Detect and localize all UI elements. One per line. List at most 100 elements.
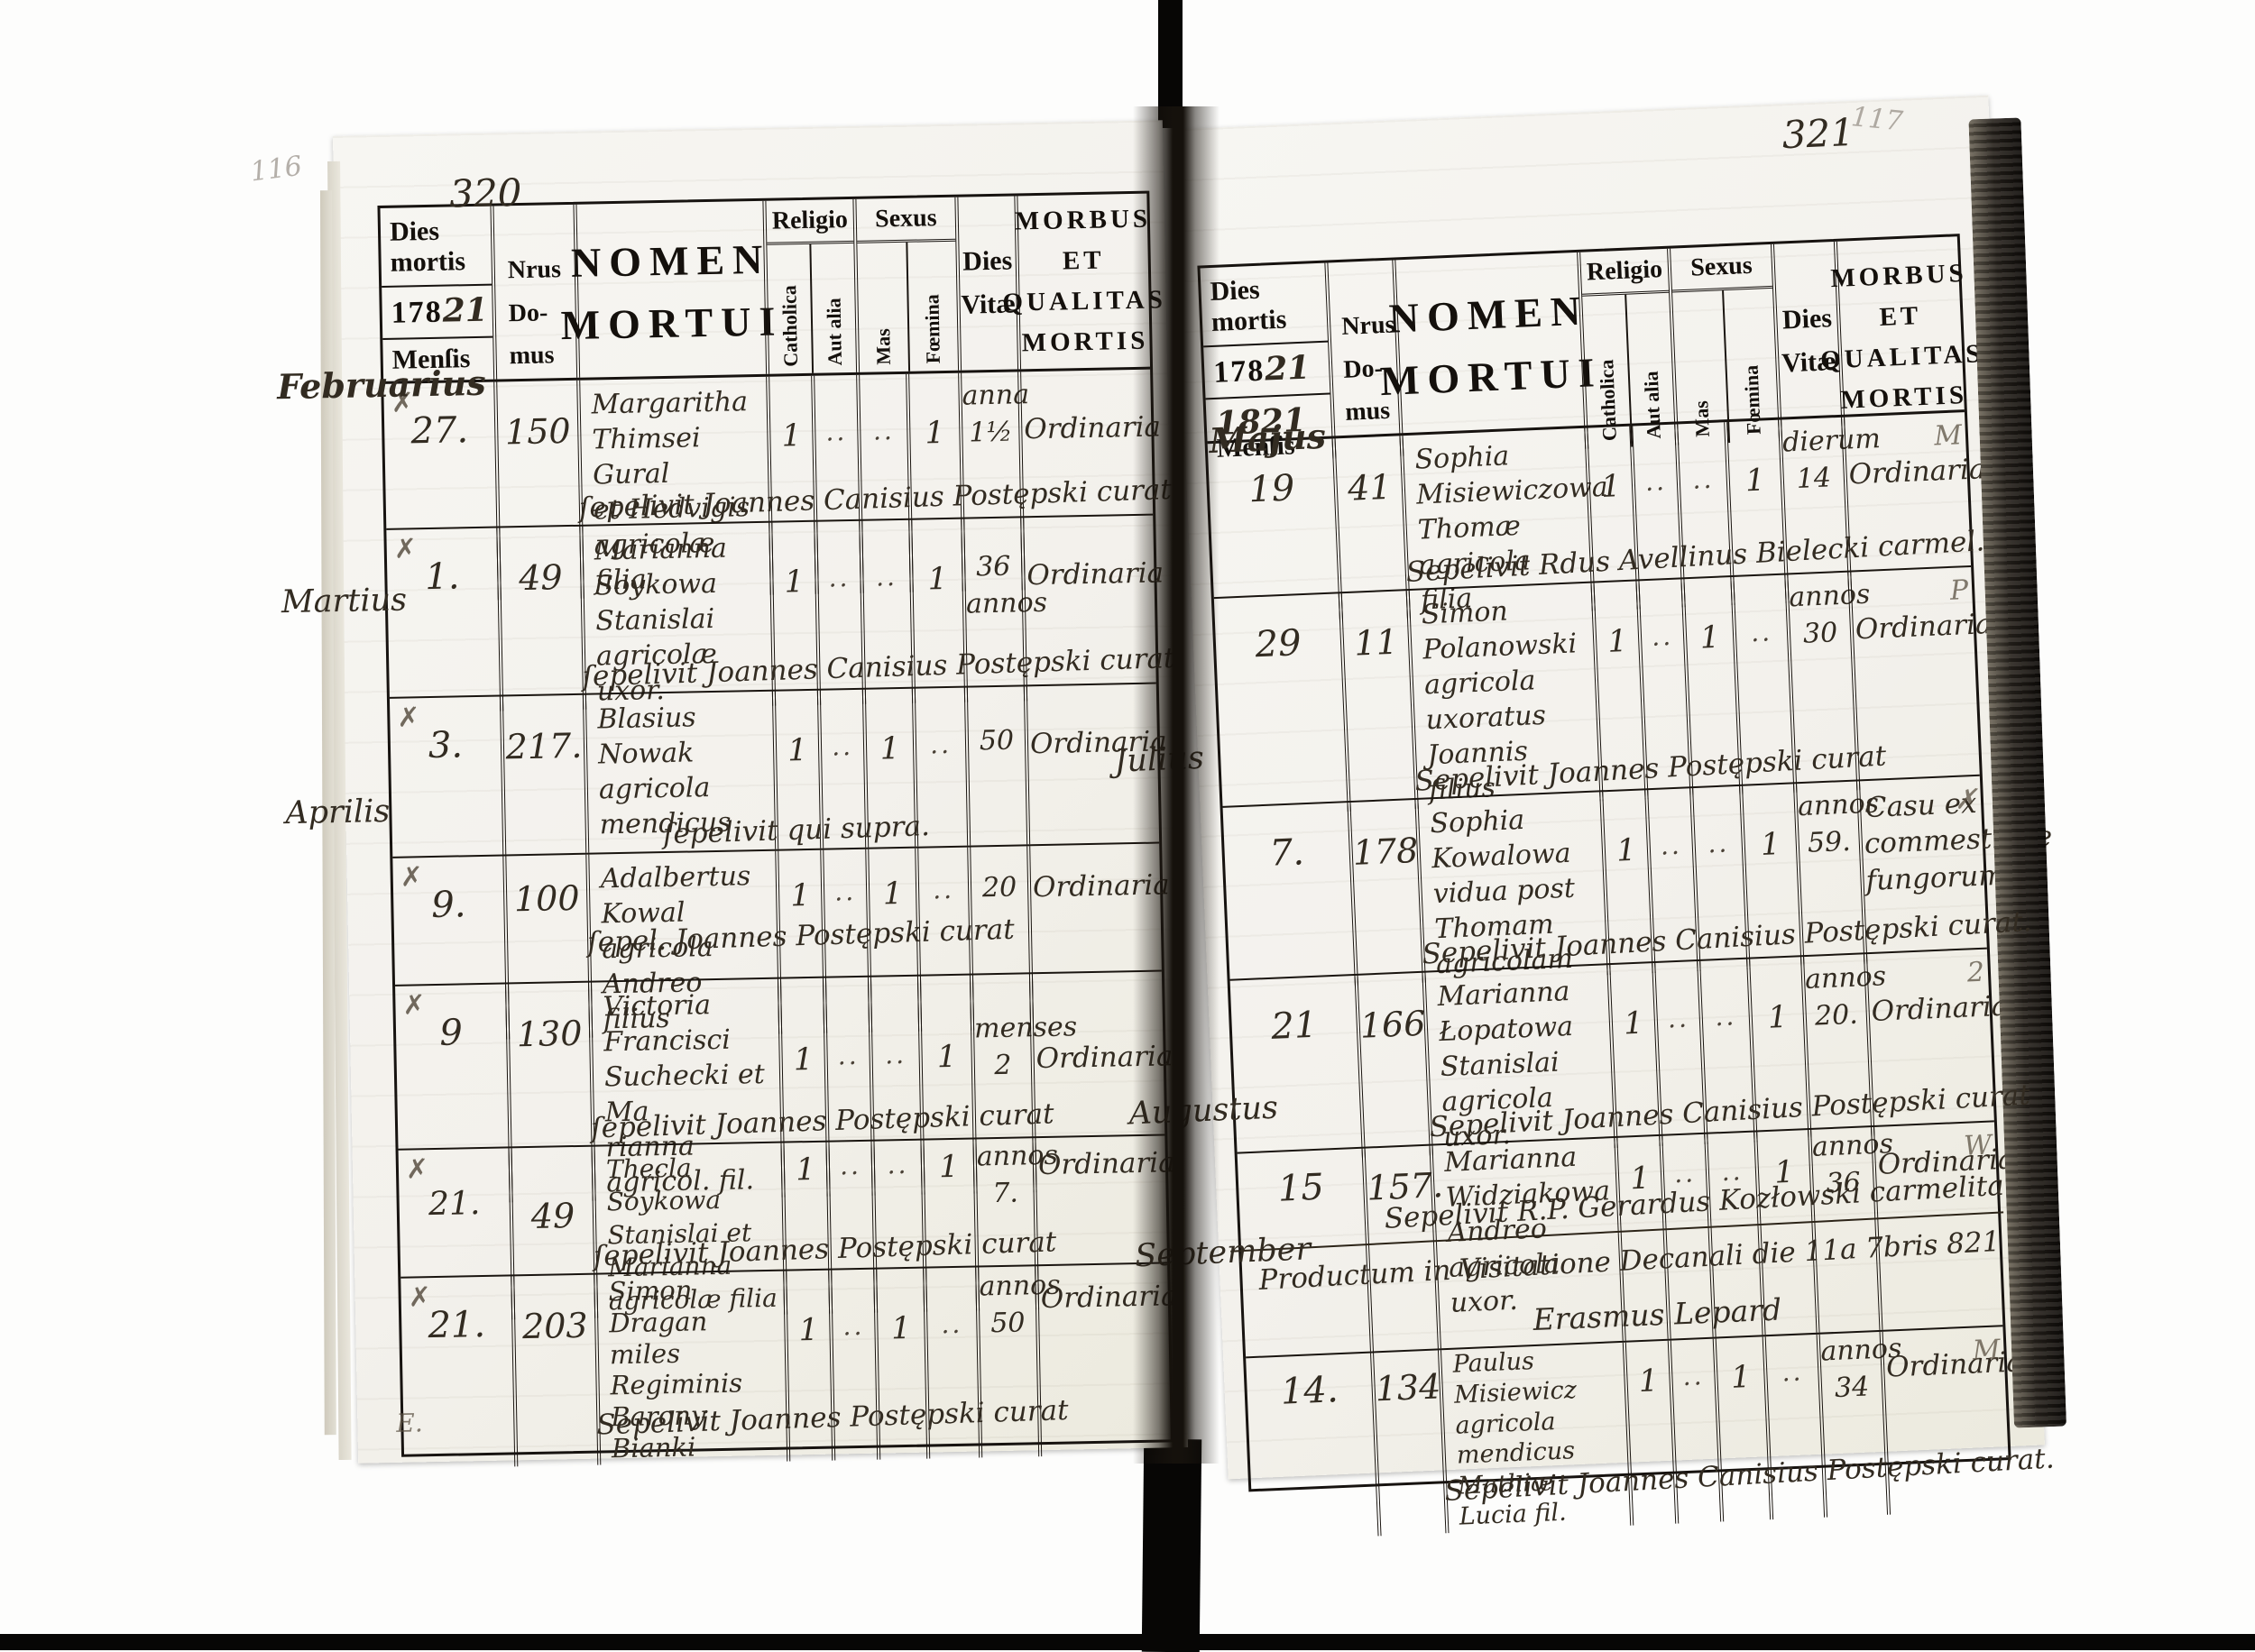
catholica-value: 1 [798, 1311, 819, 1349]
house-number: 11 [1353, 621, 1399, 664]
age-value: anna 1½ [962, 379, 1030, 448]
catholica-value: 1 [793, 1041, 814, 1078]
marginal-mark: M [1933, 419, 1963, 453]
mas-value: 1 [1730, 1358, 1752, 1396]
col-group-religio: Religio Catholica Aut alia [762, 198, 857, 374]
header-rule [1203, 340, 1329, 348]
margin-month: September [1134, 1231, 1312, 1275]
cause-of-death: Ordinaria [1037, 1146, 1175, 1182]
aut-alia-value: .. [831, 731, 854, 762]
header-rule [382, 283, 492, 288]
cross-mark: ✗ [408, 1282, 432, 1313]
catholica-value: 1 [781, 418, 802, 454]
aut-alia-value: .. [825, 417, 848, 447]
col-dies-mortis: Dies mortis 17821 Menſis Februarius [277, 206, 494, 407]
cause-of-death: Ordinaria [1035, 1040, 1174, 1076]
catholica-value: 1 [787, 731, 808, 769]
day-value: 21 [1270, 1004, 1319, 1048]
table-header-right: Dies mortis 17821 1821 Menſis Majus Nrus… [1200, 236, 1984, 463]
col-group-religio: Religio Catholica Aut alia [1577, 248, 1676, 449]
table-row: 7. 178 Sophia Kowalowa vidua post Thomam… [1222, 774, 2053, 986]
table-row: ✗ 3. Aprilis 217. Blasius Nowak agricola m… [285, 682, 1167, 857]
age-value: annos 59. [1797, 787, 1880, 859]
cell-house: 157. [1361, 1145, 1444, 1352]
age-value: 36 annos [965, 550, 1048, 620]
cell-morbus: Ordinaria [1035, 1263, 1178, 1457]
foemina-label: Fœmina [920, 294, 945, 364]
cell-dies: 15 September [1134, 1149, 1370, 1357]
aut-alia-label: Aut alia [822, 297, 846, 366]
day-value: 19 [1247, 467, 1296, 511]
cell-foemina: .. [1762, 1334, 1825, 1519]
col-nomen-mortui: NOMEN MORTUI [1379, 252, 1604, 457]
sexus-label: Sexus [1671, 243, 1772, 293]
cell-dies: 14. [1246, 1354, 1377, 1541]
table-row: 21 Augustus 166 Marianna Łopatowa Stanisl… [1128, 947, 2031, 1159]
col-nomen-mortui: NOMEN MORTUI [560, 200, 784, 378]
house-number: 178 [1351, 830, 1420, 873]
catholica-value: 1 [1637, 1363, 1660, 1400]
catholica-value: 1 [784, 564, 805, 601]
table-header-left: Dies mortis 17821 Menſis Februarius Nrus… [277, 193, 1166, 407]
col-dies-mortis: Dies mortis 17821 1821 Menſis Majus [1201, 263, 1333, 465]
house-number: 150 [504, 410, 571, 453]
foemina-value: 1 [936, 1038, 957, 1076]
age-value: 50 [979, 724, 1015, 757]
cell-dies: 21 Augustus [1128, 976, 1362, 1164]
cross-mark: ✗ [400, 862, 424, 893]
col-group-sexus: Sexus Mas Fœmina [852, 197, 959, 372]
col-group-sexus: Sexus Mas Fœmina [1667, 243, 1780, 445]
aut-alia-value: .. [1660, 830, 1683, 861]
catholica-value: 1 [795, 1151, 816, 1189]
binding-top-strip [1158, 0, 1183, 128]
year-handwritten: 21 [1264, 348, 1312, 389]
mas-value: .. [1707, 828, 1730, 859]
foemina-value: 1 [927, 560, 948, 598]
foemina-value: .. [1781, 1356, 1804, 1388]
register-page-right: 321 117 Dies mortis 17821 1821 Menſis Ma… [1114, 95, 2055, 1536]
aut-alia-value: .. [1673, 1158, 1697, 1189]
mas-value: .. [872, 416, 896, 446]
aut-alia-value: .. [837, 1040, 860, 1071]
day-value: 14. [1279, 1369, 1339, 1413]
margin-month: Aprilis [284, 793, 391, 832]
register-page-left: 320 116 Dies mortis 17821 Menſis Februar… [249, 120, 1189, 1467]
dies-mortis-label: Dies mortis [1209, 274, 1287, 337]
cell-house: 203 [511, 1274, 598, 1467]
house-number: 134 [1374, 1366, 1442, 1409]
col-morbus: MORBUS ET QUALITAS MORTIS [1820, 236, 1984, 438]
dies-mortis-label: Dies mortis [389, 216, 466, 278]
cell-house: 11 [1338, 591, 1415, 812]
aut-alia-value: .. [839, 1150, 862, 1181]
aut-alia-value: .. [842, 1310, 865, 1342]
age-value: annos 50 [979, 1269, 1061, 1339]
marginal-mark: P [1949, 574, 1969, 607]
month-handwritten-left: Februarius [276, 362, 487, 408]
table-row: 15 September 157. Marianna Widziakowa And… [1134, 1120, 2015, 1357]
table-row: ✗ 1. 49 Marianna Soykowa Stanislai agrico… [386, 513, 1184, 711]
foemina-value: .. [1750, 617, 1773, 648]
foemina-value: 1 [1767, 998, 1789, 1036]
table-row: 29 Julius 11 Simon Polanowski agricola ux… [1114, 564, 1993, 812]
marginal-mark: M [1972, 1334, 2002, 1367]
col-morbus: MORBUS ET QUALITAS MORTIS [1002, 193, 1166, 370]
mas-value: 1 [879, 730, 900, 767]
mus-label: mus [509, 341, 555, 371]
catholica-value: 1 [1615, 831, 1637, 869]
margin-month: Augustus [1128, 1089, 1279, 1133]
house-number: 41 [1347, 466, 1393, 509]
mas-value: .. [884, 1039, 907, 1070]
scan-bottom-bar [0, 1634, 2255, 1650]
table-row: ✗ 27. Martius 150 Margaritha Thimsei Gural… [281, 369, 1172, 620]
foemina-value: 1 [1760, 826, 1781, 863]
aut-alia-value: .. [828, 563, 851, 593]
year-handwritten: 21 [442, 290, 489, 330]
house-number: 49 [518, 557, 563, 599]
header-rule [1205, 392, 1330, 400]
house-number: 166 [1358, 1003, 1427, 1046]
cross-mark: ✗ [393, 534, 418, 564]
nrus-label: Nrus [507, 255, 562, 285]
house-number: 217. [505, 725, 583, 767]
cell-dies: ✗ 1. [386, 528, 500, 713]
year-printed: 178 [391, 295, 444, 330]
